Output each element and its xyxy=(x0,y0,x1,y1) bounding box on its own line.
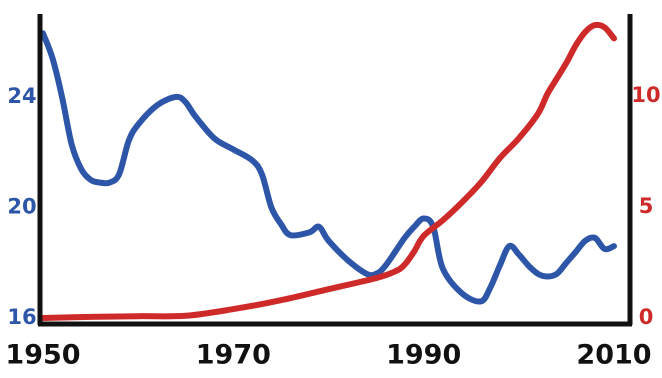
y-right-tick-label: 0 xyxy=(639,305,654,329)
x-tick-label: 1990 xyxy=(386,340,461,371)
x-tick-label: 1970 xyxy=(196,340,271,371)
y-right-tick-label: 5 xyxy=(639,194,654,218)
series-layer xyxy=(40,21,617,321)
y-right-tick-label: 10 xyxy=(631,83,660,107)
tick-labels: 16 20 24 0 5 10 1950 1970 1990 2010 xyxy=(5,83,660,370)
x-tick-label: 1950 xyxy=(5,340,80,371)
y-left-tick-label: 20 xyxy=(7,194,36,218)
y-left-tick-label: 16 xyxy=(7,305,36,329)
series-line-left-axis xyxy=(40,30,617,305)
series-line-right-axis xyxy=(40,21,617,321)
y-left-tick-label: 24 xyxy=(7,84,36,108)
x-tick-label: 2010 xyxy=(576,340,651,371)
